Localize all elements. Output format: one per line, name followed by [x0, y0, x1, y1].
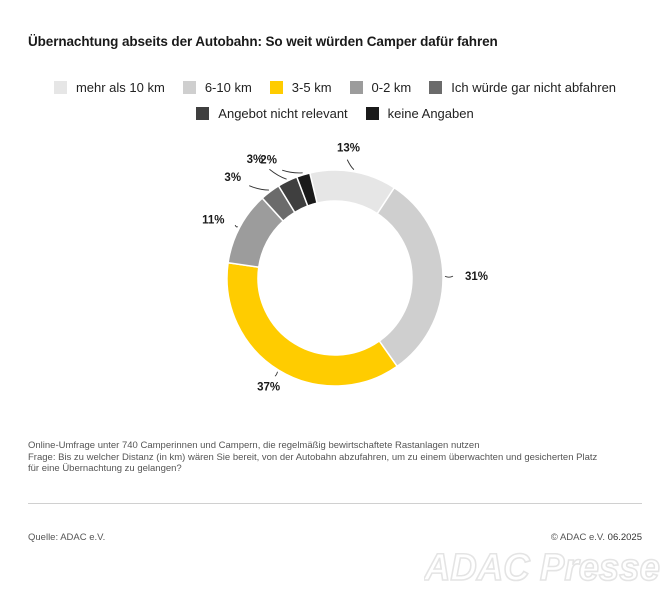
chart-notes: Online-Umfrage unter 740 Camperinnen und…	[28, 440, 648, 475]
legend-item: mehr als 10 km	[53, 78, 165, 96]
label-leader-line	[274, 371, 278, 377]
legend-item: Angebot nicht relevant	[196, 104, 348, 122]
legend-label: Ich würde gar nicht abfahren	[451, 79, 617, 95]
slice-label: 11%	[202, 215, 224, 227]
label-leader-line	[269, 168, 287, 180]
label-leader-line	[249, 185, 269, 191]
question-note: Frage: Bis zu welcher Distanz (in km) wä…	[28, 451, 598, 463]
watermark-text: ADAC Presse	[424, 547, 660, 589]
legend-label: Angebot nicht relevant	[218, 105, 348, 121]
slice-label: 37%	[257, 381, 280, 393]
watermark-logo: ADAC Presse	[424, 546, 661, 590]
legend-item: 3-5 km	[269, 78, 332, 96]
question-note-continued: für eine Übernachtung zu gelangen?	[28, 463, 182, 474]
legend-item: 6-10 km	[182, 78, 252, 96]
donut-slice	[226, 261, 399, 387]
survey-note: Online-Umfrage unter 740 Camperinnen und…	[28, 440, 480, 451]
legend-swatch	[196, 106, 210, 120]
legend-label: keine Angaben	[387, 105, 474, 121]
legend-swatch	[349, 80, 363, 94]
legend-label: 6-10 km	[204, 79, 252, 95]
legend-label: mehr als 10 km	[75, 79, 165, 95]
donut-slice	[295, 172, 318, 207]
slice-label: 2%	[260, 154, 277, 166]
publication-date: 06.2025	[607, 532, 642, 543]
label-leader-line	[346, 159, 355, 170]
legend-swatch	[53, 80, 67, 94]
label-leader-line	[282, 169, 303, 174]
copyright-text: © ADAC e.V. 06.2025	[551, 532, 642, 543]
label-leader-line	[234, 224, 239, 228]
slice-label: 3%	[247, 154, 264, 166]
legend-swatch	[365, 106, 379, 120]
slice-label: 3%	[224, 172, 241, 184]
donut-chart: 13%31%37%11%3%3%2%	[202, 143, 488, 394]
legend-item: keine Angaben	[365, 104, 474, 122]
copyright-holder: © ADAC e.V.	[550, 532, 606, 543]
slice-label: 13%	[337, 143, 360, 155]
source-text: Quelle: ADAC e.V.	[28, 532, 106, 543]
legend-label: 3-5 km	[291, 79, 332, 95]
footer-divider	[28, 503, 642, 504]
label-leader-line	[444, 275, 454, 278]
slice-label: 31%	[465, 271, 488, 283]
legend-item: 0-2 km	[349, 78, 412, 96]
legend-swatch	[429, 80, 443, 94]
legend-swatch	[182, 80, 196, 94]
legend-label: 0-2 km	[371, 79, 412, 95]
donut-slice	[376, 186, 444, 368]
legend-swatch	[269, 80, 283, 94]
chart-title: Übernachtung abseits der Autobahn: So we…	[28, 34, 498, 49]
legend-item: Ich würde gar nicht abfahren	[429, 78, 616, 96]
chart-legend: mehr als 10 km 6-10 km 3-5 km 0-2 km Ich…	[20, 78, 650, 122]
